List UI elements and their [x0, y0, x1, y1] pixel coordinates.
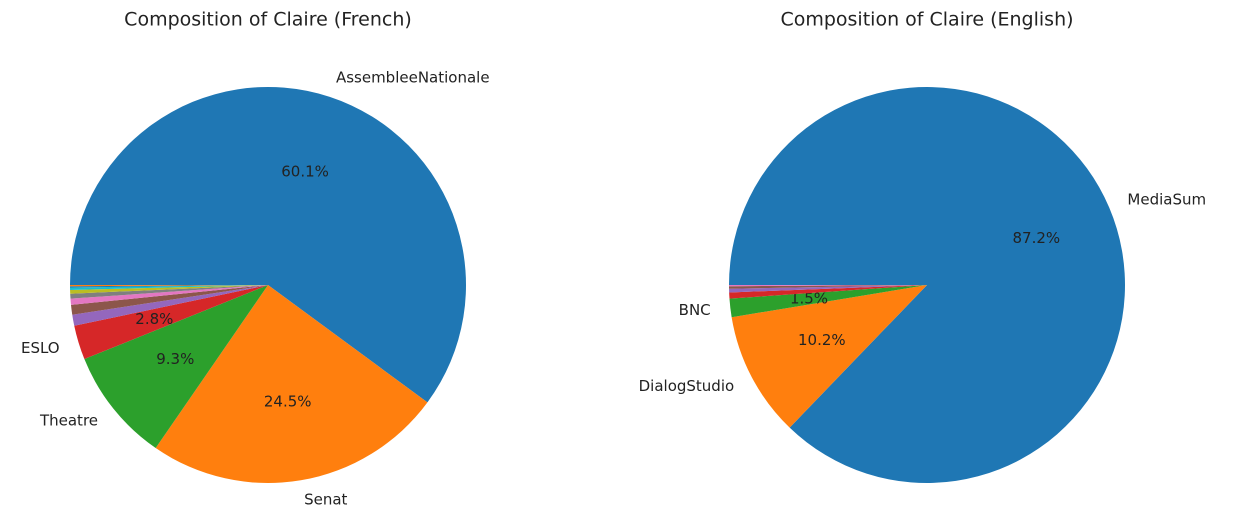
chart-title: Composition of Claire (English) [780, 9, 1073, 31]
pie-slice [70, 86, 467, 403]
value-label: 24.5% [264, 393, 312, 411]
pie-slice [155, 285, 428, 484]
pie-slice [72, 285, 269, 326]
slice-label: Senat [304, 490, 347, 508]
value-label: 9.3% [156, 350, 194, 368]
slice-label: AssembleeNationale [336, 69, 490, 87]
pie-slice [728, 285, 927, 287]
slice-label: BNC [679, 301, 711, 319]
pie-slice [729, 285, 927, 289]
slice-label: ESLO [21, 339, 60, 357]
pie-slice [70, 285, 269, 305]
pie-slice [731, 285, 927, 428]
chart-title: Composition of Claire (French) [124, 9, 412, 31]
pie-slice [74, 285, 268, 360]
value-label: 60.1% [281, 163, 329, 181]
slice-label: Theatre [39, 412, 98, 430]
value-label: 87.2% [1012, 229, 1060, 247]
pie-slice [729, 87, 1125, 484]
value-label: 10.2% [798, 331, 846, 349]
pie-slice [70, 285, 268, 299]
pie-slice [70, 285, 268, 287]
pie-slice [729, 285, 927, 293]
pie-slice [729, 285, 927, 318]
pie-slice [84, 285, 268, 449]
pie-slice [70, 285, 268, 294]
pie-slice [729, 285, 927, 299]
pie-slice [70, 285, 268, 288]
pie-slice [70, 285, 268, 315]
pie-slice [70, 285, 269, 290]
slice-label: MediaSum [1127, 190, 1206, 208]
slice-label: DialogStudio [639, 377, 735, 395]
value-label: 2.8% [135, 310, 173, 328]
